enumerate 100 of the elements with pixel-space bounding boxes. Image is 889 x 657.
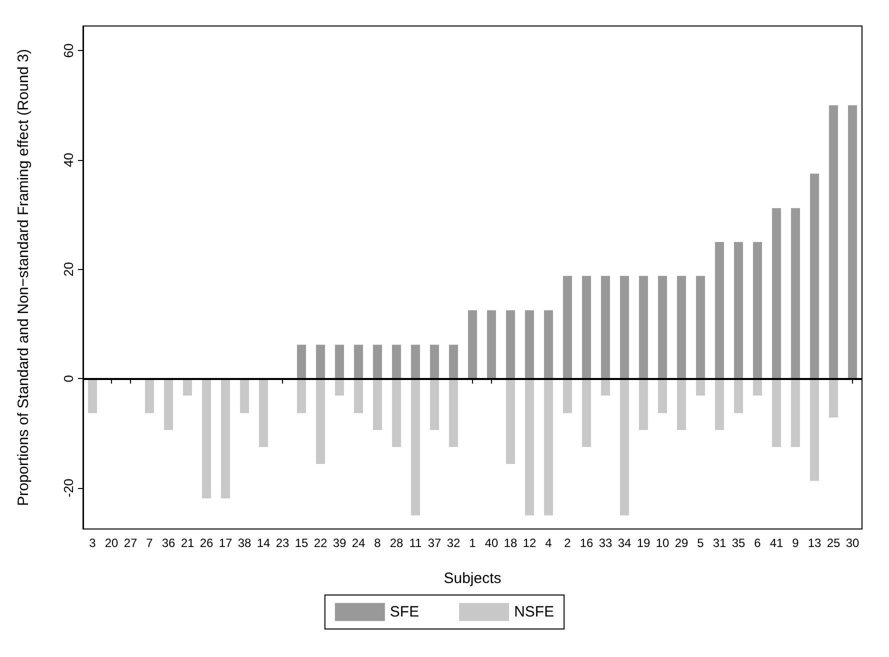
x-tick-label: 36	[162, 536, 176, 550]
x-tick-label: 34	[618, 536, 632, 550]
x-tick-label: 35	[732, 536, 746, 550]
bar	[202, 378, 211, 498]
bar	[753, 242, 762, 379]
x-tick-label: 37	[428, 536, 442, 550]
bar	[430, 344, 439, 379]
x-tick-label: 17	[218, 536, 232, 550]
x-tick-label: 4	[545, 536, 552, 550]
y-tick-label: 20	[61, 262, 76, 277]
y-tick-label: 40	[61, 152, 76, 168]
bar	[544, 378, 553, 516]
x-tick-label: 6	[754, 536, 762, 550]
bar	[373, 378, 382, 430]
bar	[772, 378, 781, 447]
bar	[677, 378, 686, 430]
bar	[411, 344, 420, 379]
y-axis-title: Proportions of Standard and Non−standard Framing effect (Round 3)	[15, 48, 32, 506]
bar	[468, 310, 477, 379]
bar	[677, 276, 686, 379]
bar	[658, 378, 667, 414]
x-tick-label: 14	[256, 536, 270, 550]
x-tick-label: 2	[564, 536, 572, 550]
bar	[506, 378, 515, 464]
bar	[297, 378, 306, 414]
bar	[810, 174, 819, 379]
x-tick-label: 26	[200, 536, 214, 550]
x-tick-label: 22	[314, 536, 328, 550]
bar	[373, 344, 382, 379]
x-tick-label: 27	[124, 536, 138, 550]
x-tick-label: 21	[180, 536, 194, 550]
bar	[829, 378, 838, 418]
bar	[525, 378, 534, 516]
x-tick-label: 39	[332, 536, 346, 550]
bar	[658, 276, 667, 379]
bar	[525, 310, 534, 379]
bar	[848, 105, 857, 379]
bar	[259, 378, 268, 447]
bar	[810, 378, 819, 481]
bar	[487, 310, 496, 379]
bar	[791, 378, 800, 447]
bar	[544, 310, 553, 379]
bar	[791, 208, 800, 379]
bar	[449, 344, 458, 379]
x-tick-label: 31	[712, 536, 726, 550]
bar	[392, 344, 401, 379]
y-tick-label: 60	[61, 43, 76, 58]
x-tick-label: 10	[656, 536, 670, 550]
x-tick-label: 16	[580, 536, 594, 550]
x-tick-label: 15	[294, 536, 308, 550]
bar	[715, 378, 724, 430]
bar	[639, 276, 648, 379]
bar	[145, 378, 154, 414]
x-tick-label: 29	[674, 536, 688, 550]
x-tick-label: 11	[409, 536, 422, 550]
bar	[582, 378, 591, 447]
bar	[715, 242, 724, 379]
bar	[639, 378, 648, 430]
x-tick-label: 18	[504, 536, 518, 550]
x-axis-title: Subjects	[444, 570, 502, 587]
bar	[506, 310, 515, 379]
x-tick-label: 9	[792, 536, 800, 550]
bar	[335, 378, 344, 396]
legend-label: SFE	[390, 604, 420, 620]
x-tick-label: 25	[826, 536, 840, 550]
x-tick-label: 7	[146, 536, 154, 550]
bar	[221, 378, 230, 498]
x-tick-label: 23	[276, 536, 290, 550]
x-tick-label: 38	[238, 536, 252, 550]
x-tick-label: 5	[697, 536, 704, 550]
bar	[582, 276, 591, 379]
bar	[620, 378, 629, 516]
y-tick-label: -20	[61, 478, 76, 498]
bar	[772, 208, 781, 379]
bar	[734, 378, 743, 414]
bar	[297, 344, 306, 379]
bar	[734, 242, 743, 379]
x-tick-label: 33	[598, 536, 612, 550]
x-tick-label: 20	[104, 536, 118, 550]
x-tick-label: 19	[636, 536, 650, 550]
x-tick-label: 41	[770, 536, 784, 550]
x-tick-label: 12	[522, 536, 536, 550]
bar	[563, 276, 572, 379]
bar	[411, 378, 420, 516]
bar	[354, 344, 363, 379]
bar	[335, 344, 344, 379]
x-tick-label: 8	[374, 536, 382, 550]
bar	[430, 378, 439, 430]
bar	[601, 276, 610, 379]
x-tick-label: 13	[808, 536, 822, 550]
x-tick-label: 1	[469, 536, 476, 550]
bar	[164, 378, 173, 430]
bar	[601, 378, 610, 396]
bar	[753, 378, 762, 396]
bar	[183, 378, 192, 396]
y-tick-label: 0	[61, 375, 76, 382]
bar	[696, 378, 705, 396]
bar	[392, 378, 401, 447]
legend-label: NSFE	[514, 604, 554, 620]
bar	[563, 378, 572, 414]
